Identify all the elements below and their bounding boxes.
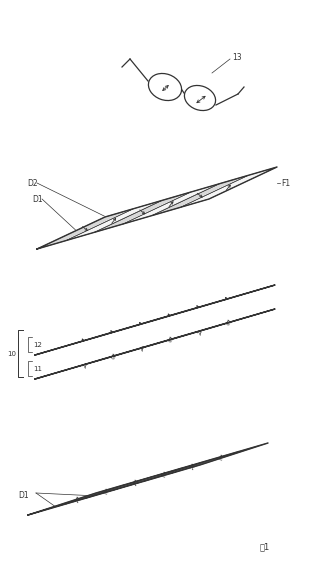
Polygon shape xyxy=(64,318,160,346)
Text: 10: 10 xyxy=(7,350,16,357)
Polygon shape xyxy=(121,302,218,330)
Polygon shape xyxy=(123,184,220,224)
Text: B: B xyxy=(108,352,116,361)
Text: A: A xyxy=(79,360,88,370)
Polygon shape xyxy=(178,285,275,314)
Text: D1: D1 xyxy=(18,490,29,500)
Polygon shape xyxy=(64,342,160,371)
Text: 12: 12 xyxy=(33,342,42,348)
Polygon shape xyxy=(92,334,189,362)
Polygon shape xyxy=(171,443,268,473)
Text: B: B xyxy=(222,319,231,328)
Polygon shape xyxy=(114,460,211,490)
Polygon shape xyxy=(35,350,132,379)
Polygon shape xyxy=(178,309,275,337)
Text: R: R xyxy=(72,495,81,505)
Text: L: L xyxy=(158,470,167,480)
Polygon shape xyxy=(150,293,246,321)
Text: L: L xyxy=(215,454,224,463)
Polygon shape xyxy=(66,200,162,240)
Polygon shape xyxy=(92,310,189,338)
Text: 11: 11 xyxy=(33,366,42,372)
Text: A: A xyxy=(194,327,202,336)
Polygon shape xyxy=(121,325,218,354)
Text: R: R xyxy=(187,462,196,471)
Polygon shape xyxy=(37,209,134,249)
Polygon shape xyxy=(150,318,246,346)
Text: D2: D2 xyxy=(27,179,38,188)
Polygon shape xyxy=(85,468,182,498)
Text: 图1: 图1 xyxy=(260,543,270,552)
Text: 13: 13 xyxy=(232,53,241,61)
Polygon shape xyxy=(94,192,191,232)
Polygon shape xyxy=(180,167,277,208)
Polygon shape xyxy=(152,175,248,215)
Polygon shape xyxy=(35,327,132,355)
Text: F1: F1 xyxy=(281,179,290,188)
Polygon shape xyxy=(143,451,239,482)
Text: A: A xyxy=(136,344,145,353)
Polygon shape xyxy=(57,476,153,507)
Polygon shape xyxy=(28,485,125,515)
Text: B: B xyxy=(165,335,174,345)
Text: L: L xyxy=(101,487,109,496)
Text: R: R xyxy=(129,479,138,488)
Text: D1: D1 xyxy=(32,194,43,204)
